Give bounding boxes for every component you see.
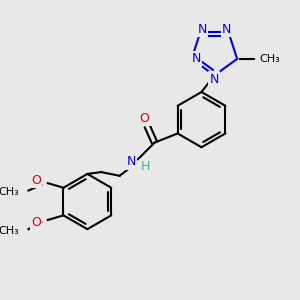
Text: N: N: [197, 23, 207, 36]
Text: CH₃: CH₃: [259, 54, 280, 64]
Text: O: O: [31, 216, 41, 229]
Text: O: O: [140, 112, 149, 125]
Text: CH₃: CH₃: [0, 187, 19, 197]
Text: N: N: [222, 23, 231, 36]
Text: CH₃: CH₃: [0, 226, 19, 236]
Text: N: N: [127, 155, 136, 169]
Text: N: N: [210, 73, 219, 85]
Text: O: O: [31, 174, 41, 187]
Text: N: N: [191, 52, 201, 65]
Text: H: H: [141, 160, 150, 173]
